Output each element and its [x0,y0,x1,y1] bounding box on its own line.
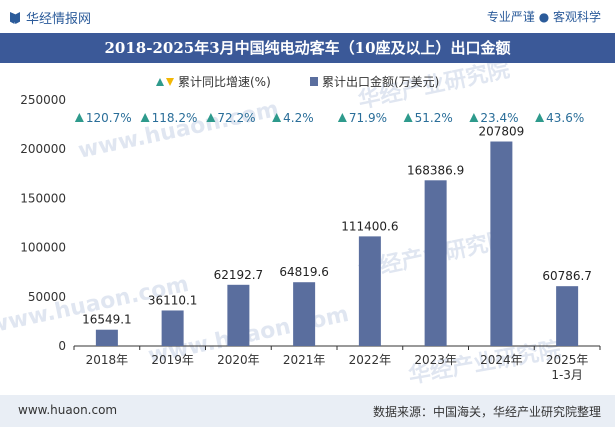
chart: 华经产业研究院www.huaon.com华经产业研究院www.huaon.com… [0,63,601,389]
x-tick-label: 2019年 [151,353,194,367]
growth-up-triangle-icon [74,113,84,122]
growth-value-label: 72.2% [217,111,255,125]
bar [161,310,184,346]
growth-value-label: 43.6% [546,111,584,125]
bar [490,141,513,346]
growth-value-label: 118.2% [152,111,198,125]
bar [424,180,447,346]
bar-value-label: 60786.7 [542,269,592,283]
y-tick-label: 50000 [28,290,66,304]
x-tick-label: 2018年 [86,353,129,367]
bar-value-label: 36110.1 [148,293,198,307]
growth-up-triangle-icon [403,113,413,122]
growth-up-triangle-icon [140,113,150,122]
y-tick-label: 150000 [20,191,66,205]
top-bar: 华经情报网 专业严谨 ● 客观科学 [0,0,615,32]
logo-icon [10,12,20,24]
y-tick-label: 200000 [20,142,66,156]
growth-value-label: 120.7% [86,111,132,125]
bar [227,284,250,346]
x-tick-label: 2020年 [217,353,260,367]
legend-up-triangle-icon [156,78,164,86]
growth-value-label: 23.4% [480,111,518,125]
x-tick-label: 2024年 [480,353,523,367]
footer-url[interactable]: www.huaon.com [18,403,118,417]
footer: www.huaon.com 数据来源：中国海关，华经产业研究院整理 [0,395,615,427]
x-tick-label: 2022年 [349,353,392,367]
logo[interactable]: 华经情报网 [10,8,91,27]
x-tick-label: 2023年 [414,353,457,367]
bar [358,236,381,346]
growth-up-triangle-icon [535,113,545,122]
bar-value-label: 62192.7 [214,268,264,282]
footer-source: 数据来源：中国海关，华经产业研究院整理 [372,405,601,419]
legend-swatch-export [310,77,318,86]
x-tick-label: 2025年 [546,353,589,367]
y-tick-label: 100000 [20,241,66,255]
growth-up-triangle-icon [469,113,479,122]
growth-value-label: 71.9% [349,111,387,125]
x-tick-label: 2021年 [283,353,326,367]
watermark: www.huaon.com [76,97,281,164]
growth-value-label: 4.2% [283,111,314,125]
bar [293,282,316,346]
bar-value-label: 16549.1 [82,313,132,327]
legend-label-growth: 累计同比增速(%) [178,75,271,89]
x-tick-label: 1-3月 [551,368,583,382]
y-tick-label: 0 [58,339,66,353]
logo-text: 华经情报网 [26,12,92,27]
bar-value-label: 111400.6 [341,219,398,233]
bar-value-label: 207809 [478,125,524,139]
bar [95,329,118,346]
bar [556,286,579,346]
chart-title: 2018-2025年3月中国纯电动客车（10座及以上）出口金额 [0,33,615,63]
slogan: 专业严谨 ● 客观科学 [486,10,601,24]
y-tick-label: 250000 [20,93,66,107]
growth-up-triangle-icon [272,113,282,122]
legend-down-triangle-icon [166,78,174,86]
growth-up-triangle-icon [337,113,347,122]
legend-label-export: 累计出口金额(万美元) [322,74,439,89]
bar-value-label: 64819.6 [279,265,329,279]
growth-up-triangle-icon [206,113,216,122]
growth-value-label: 51.2% [415,111,453,125]
bar-value-label: 168386.9 [407,163,464,177]
